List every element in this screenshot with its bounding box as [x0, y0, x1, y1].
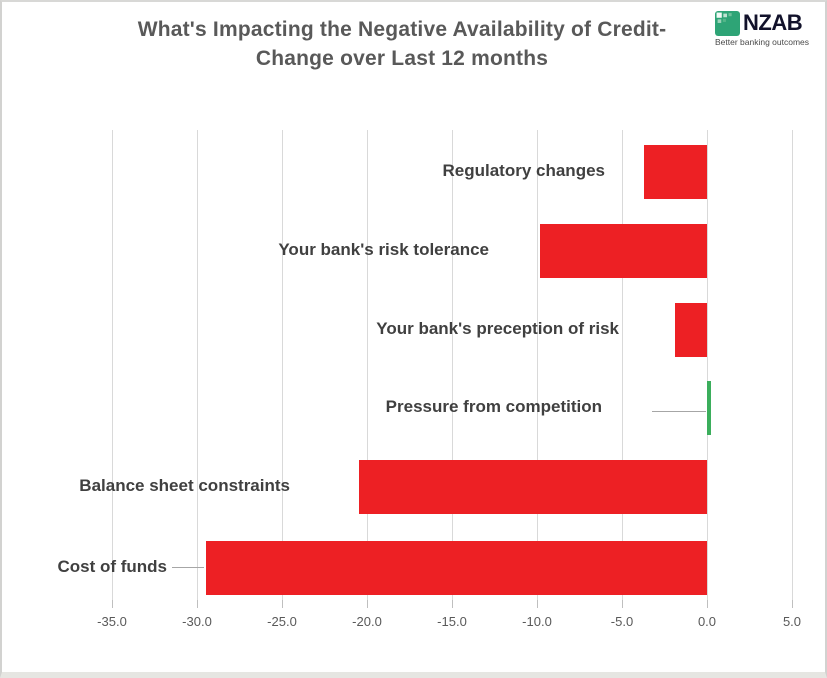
bar-cost-of-funds — [205, 541, 707, 595]
x-axis-label: -35.0 — [97, 614, 127, 629]
axis-tick — [367, 600, 368, 608]
nzab-logo-name: NZAB — [743, 10, 803, 35]
gridline — [367, 130, 368, 600]
chart-title: What's Impacting the Negative Availabili… — [32, 15, 772, 73]
axis-tick — [792, 600, 793, 608]
axis-tick — [452, 600, 453, 608]
axis-tick — [282, 600, 283, 608]
axis-tick — [622, 600, 623, 608]
category-label-your-bank-s-risk-tolerance: Your bank's risk tolerance — [278, 240, 489, 259]
x-axis-label: 0.0 — [697, 614, 717, 629]
nzab-logo-icon — [715, 10, 740, 36]
bar-your-bank-s-risk-tolerance — [540, 224, 707, 278]
axis-tick — [112, 600, 113, 608]
bar-regulatory-changes — [644, 145, 707, 199]
x-axis-label: -5.0 — [610, 614, 634, 629]
x-axis-label: -25.0 — [267, 614, 297, 629]
category-label-balance-sheet-constraints: Balance sheet constraints — [79, 476, 290, 495]
category-label-pressure-from-competition: Pressure from competition — [385, 397, 602, 416]
chart-title-line2: Change over Last 12 months — [255, 47, 549, 70]
category-label-your-bank-s-preception-of-risk: Your bank's preception of risk — [376, 319, 619, 338]
axis-tick — [707, 600, 708, 608]
axis-tick — [537, 600, 538, 608]
x-axis-label: -15.0 — [437, 614, 467, 629]
gridline — [537, 130, 538, 600]
bar-balance-sheet-constraints — [358, 460, 707, 514]
gridline — [622, 130, 623, 600]
bar-pressure-from-competition — [707, 381, 711, 435]
gridline — [452, 130, 453, 600]
leader-line — [652, 411, 706, 412]
axis-tick — [197, 600, 198, 608]
nzab-logo-row: NZAB — [715, 10, 819, 36]
x-axis-label: -20.0 — [352, 614, 382, 629]
gridline — [112, 130, 113, 600]
nzab-logo: NZAB Better banking outcomes — [715, 10, 819, 47]
gridline — [707, 130, 708, 600]
gridline — [197, 130, 198, 600]
category-label-cost-of-funds: Cost of funds — [57, 557, 167, 576]
category-label-regulatory-changes: Regulatory changes — [442, 161, 606, 180]
bar-your-bank-s-preception-of-risk — [674, 303, 707, 357]
x-axis-label: -10.0 — [522, 614, 552, 629]
leader-line — [172, 567, 204, 568]
chart-title-line1: What's Impacting the Negative Availabili… — [137, 18, 667, 41]
gridline — [282, 130, 283, 600]
gridline — [792, 130, 793, 600]
x-axis-label: -30.0 — [182, 614, 212, 629]
nzab-logo-tagline: Better banking outcomes — [715, 37, 810, 47]
x-axis-label: 5.0 — [782, 614, 802, 629]
